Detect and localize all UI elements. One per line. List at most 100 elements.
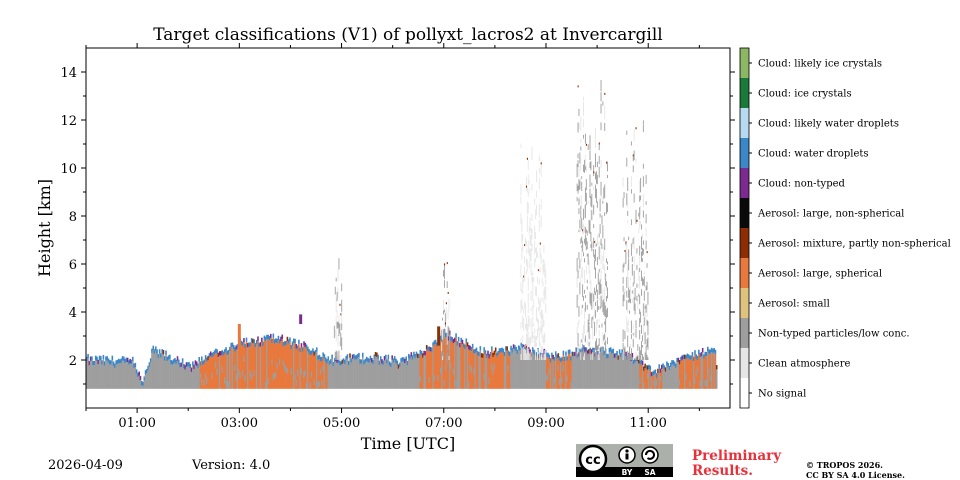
bl-column <box>678 364 681 389</box>
bl-cap <box>101 360 103 365</box>
bl-cap <box>646 365 649 370</box>
plume-streak <box>338 258 340 270</box>
plume-streak <box>581 305 583 315</box>
bl-column <box>542 357 544 389</box>
plume-streak <box>590 244 592 248</box>
bl-column <box>506 350 508 389</box>
bl-cap <box>221 350 224 355</box>
plume-speck <box>636 219 638 222</box>
bl-column <box>611 353 613 389</box>
bl-cap <box>327 356 330 361</box>
plume-streak <box>641 258 643 262</box>
plume-streak <box>630 141 632 146</box>
bl-column <box>533 353 535 389</box>
bl-column <box>443 333 446 389</box>
bl-cap <box>88 360 91 366</box>
plume-streak <box>579 351 581 360</box>
bl-cap <box>609 347 612 352</box>
colorbar-label: Aerosol: mixture, partly non-spherical <box>757 239 951 250</box>
axes-frame <box>85 47 731 409</box>
plume-streak <box>605 273 607 278</box>
x-tick-label: 09:00 <box>527 416 564 431</box>
plume-streak <box>589 334 591 345</box>
plume-streak <box>602 224 604 239</box>
plume-streak <box>601 215 603 225</box>
plume-streak <box>622 342 624 350</box>
plume-streak <box>525 258 527 267</box>
bl-column <box>395 363 397 389</box>
bl-cap <box>575 347 577 352</box>
plume-streak <box>631 263 633 276</box>
plume-speck <box>625 241 627 244</box>
plume-streak <box>576 327 578 334</box>
plume-streak <box>622 277 624 284</box>
plume-streak <box>527 315 529 330</box>
plume-streak <box>531 213 533 221</box>
plume-streak <box>527 292 529 301</box>
plume-streak <box>526 188 528 193</box>
plume-streak <box>600 181 602 196</box>
bl-cap <box>87 353 89 359</box>
plume-streak <box>591 193 593 197</box>
plume-streak <box>534 240 536 255</box>
plume-streak <box>543 259 545 273</box>
bl-column <box>436 346 438 389</box>
bl-cap <box>128 360 130 365</box>
plume-streak <box>584 307 585 320</box>
plume-streak <box>530 307 532 311</box>
bl-cap <box>230 342 232 348</box>
plume-streak <box>526 215 528 224</box>
plume-streak <box>647 357 649 360</box>
bl-column <box>91 360 93 389</box>
plume-streak <box>592 352 594 360</box>
bl-column-gap <box>689 381 691 388</box>
plume-streak <box>586 230 588 236</box>
colorbar-frame <box>739 47 750 409</box>
bl-column <box>681 359 684 389</box>
plume-streak <box>583 324 585 340</box>
plume-streak <box>622 351 624 360</box>
bl-cap <box>194 360 197 365</box>
bl-cap <box>608 347 611 353</box>
plume-streak <box>340 332 342 347</box>
bl-column <box>162 354 165 389</box>
bl-column-gap <box>225 381 227 388</box>
bl-cap <box>192 361 194 366</box>
colorbar-swatch <box>740 318 749 348</box>
bl-column <box>707 351 709 389</box>
bl-cap <box>340 361 342 366</box>
bl-column <box>230 347 232 389</box>
plume-streak <box>336 310 338 318</box>
bl-column-gap <box>505 381 507 388</box>
bl-column-gap <box>249 370 252 377</box>
bl-column <box>703 358 705 389</box>
bl-cap <box>278 339 281 344</box>
plume-streak <box>542 259 544 263</box>
bl-column <box>714 354 717 389</box>
plume-streak <box>633 128 635 142</box>
bl-column <box>151 353 153 389</box>
plume-streak <box>645 285 647 291</box>
plume-streak <box>542 281 544 287</box>
plume-streak <box>581 268 583 277</box>
bl-cap <box>322 352 324 357</box>
bl-cap <box>586 350 589 355</box>
bl-cap <box>336 358 339 363</box>
plume-streak <box>335 316 337 328</box>
plume-streak <box>532 290 534 302</box>
plume-streak <box>544 263 546 278</box>
plume-streak <box>624 330 626 340</box>
plume-streak <box>531 228 533 240</box>
bl-cap <box>497 350 500 356</box>
bl-column <box>427 350 429 389</box>
bl-cap <box>672 360 675 365</box>
plume-streak <box>335 350 337 360</box>
bl-cap <box>491 346 493 351</box>
bl-column <box>710 352 713 389</box>
bl-column <box>109 364 111 389</box>
bl-column-gap <box>570 382 572 389</box>
plume-streak <box>443 270 444 277</box>
bl-cap <box>385 354 387 360</box>
bl-cap <box>419 349 422 355</box>
bl-cap <box>666 361 668 366</box>
